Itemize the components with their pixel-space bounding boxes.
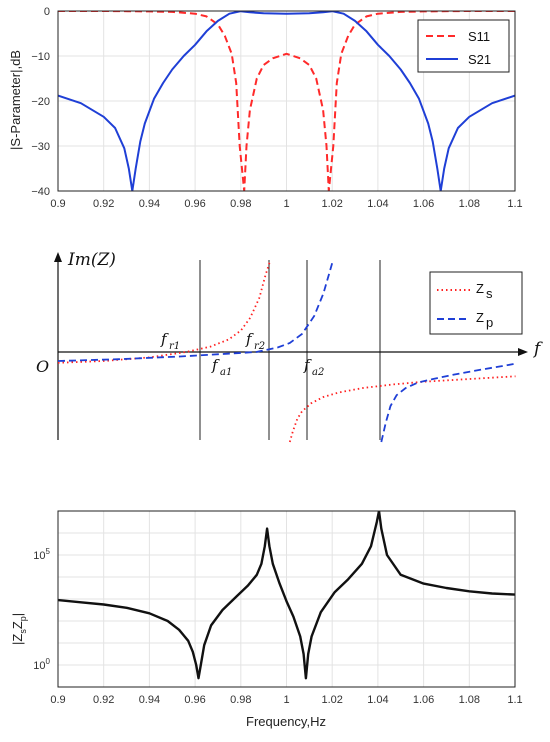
annotation-fr1: f r1	[160, 330, 180, 352]
s-parameter-y-axis-label: |S-Parameter|,dB	[8, 50, 23, 150]
annotation-fa1-base: f	[211, 356, 220, 374]
f-axis-arrow	[518, 348, 528, 356]
s-param-x-tick-4: 0.98	[230, 198, 251, 210]
zszp-chart: 0.9 0.92 0.94 0.96 0.98 1 1.02 1.04 1.06 1.08 1.1 …	[10, 510, 523, 729]
s-parameter-x-ticks: 0.9 0.92 0.94 0.96 0.98 1 1.02 1.04 1.06 1.08 1.1	[50, 198, 522, 210]
zszp-plot-frame	[57, 510, 516, 688]
annotation-fa2-base: f	[303, 356, 312, 374]
annotation-fr2-base: f	[245, 330, 254, 348]
zszp-x-tick-10: 1.1	[507, 694, 522, 706]
s-param-x-tick-6: 1.02	[321, 198, 342, 210]
zszp-ylabel-sub2: p	[18, 616, 28, 621]
impedance-sketch: Im(Z) f O f r1 f a1 f r2 f a2 Z s Z p	[36, 250, 543, 443]
zszp-x-tick-4: 0.98	[230, 694, 251, 706]
zszp-ylabel-end: |	[10, 613, 25, 616]
zszp-x-tick-0: 0.9	[50, 694, 65, 706]
zszp-x-tick-8: 1.06	[413, 694, 434, 706]
origin-label: O	[36, 357, 49, 376]
impedance-legend-box	[429, 271, 523, 335]
s-param-y-tick-0: 0	[44, 6, 50, 18]
legend-zp-label: Z	[476, 310, 484, 325]
s-param-x-tick-7: 1.04	[367, 198, 388, 210]
legend-s11-label: S11	[468, 29, 490, 44]
zszp-y-tick-0: 105	[33, 547, 50, 562]
zszp-x-ticks: 0.9 0.92 0.94 0.96 0.98 1 1.02 1.04 1.06 1.08 1.1	[50, 694, 522, 706]
zszp-x-tick-1: 0.92	[93, 694, 114, 706]
s-param-x-tick-10: 1.1	[507, 198, 522, 210]
legend-zs-sub: s	[486, 286, 493, 301]
annotation-fr2-sub: r2	[254, 341, 265, 352]
s-param-x-tick-3: 0.96	[184, 198, 205, 210]
s-param-x-tick-2: 0.94	[139, 198, 160, 210]
resonance-marker-lines	[199, 260, 381, 440]
annotation-fa2-sub: a2	[312, 367, 324, 378]
legend-s21-label: S21	[468, 52, 491, 67]
impedance-legend: Z s Z p	[429, 271, 523, 335]
impedance-series	[57, 261, 516, 443]
annotation-fa2: f a2	[303, 356, 324, 378]
s-param-x-tick-1: 0.92	[93, 198, 114, 210]
zszp-x-axis-label: Frequency,Hz	[246, 714, 326, 729]
series-s11-line	[58, 11, 515, 191]
zszp-x-tick-7: 1.04	[367, 694, 388, 706]
annotation-fa1-sub: a1	[220, 367, 232, 378]
svg-text:|ZsZp|: |ZsZp|	[10, 613, 28, 645]
series-zp-branch-0	[57, 261, 334, 362]
annotation-fr1-sub: r1	[169, 341, 180, 352]
zszp-y-ticks: 105 100	[33, 547, 50, 672]
zszp-x-tick-3: 0.96	[184, 694, 205, 706]
zszp-x-tick-6: 1.02	[321, 694, 342, 706]
s-param-y-tick-2: −20	[31, 96, 50, 108]
s-parameter-legend: S11 S21	[417, 19, 510, 73]
s-param-y-tick-3: −30	[31, 141, 50, 153]
s-parameter-plot-frame	[57, 10, 516, 192]
s-param-x-tick-9: 1.08	[459, 198, 480, 210]
legend-zp-sub: p	[486, 315, 493, 330]
s-parameter-legend-box	[417, 19, 510, 73]
im-z-axis-label: Im(Z)	[67, 250, 116, 270]
zszp-y-tick-1: 100	[33, 657, 50, 672]
legend-zs-label: Z	[476, 281, 484, 296]
zszp-x-tick-5: 1	[283, 694, 289, 706]
annotation-fa1: f a1	[211, 356, 232, 378]
s-param-y-tick-1: −10	[31, 51, 50, 63]
zszp-ylabel-main: |Z	[10, 634, 25, 645]
series-s21-line	[58, 11, 515, 191]
zszp-x-tick-9: 1.08	[459, 694, 480, 706]
series-zp-branch-1	[380, 362, 516, 443]
zszp-curve	[58, 511, 515, 680]
s-parameter-y-ticks: 0 −10 −20 −30 −40	[31, 6, 50, 198]
zszp-x-tick-2: 0.94	[139, 694, 160, 706]
annotation-fr2: f r2	[245, 330, 265, 352]
s-parameter-series	[58, 11, 515, 191]
zszp-series	[58, 511, 515, 680]
s-param-x-tick-0: 0.9	[50, 198, 65, 210]
series-zs-branch-1	[288, 375, 516, 443]
s-parameter-chart: 0.9 0.92 0.94 0.96 0.98 1 1.02 1.04 1.06 1.08 1.1 …	[8, 6, 523, 210]
zszp-y-axis-label: |ZsZp|	[10, 613, 28, 645]
zszp-ylabel-mid: Z	[10, 621, 25, 629]
s-param-x-tick-5: 1	[283, 198, 289, 210]
s-param-x-tick-8: 1.06	[413, 198, 434, 210]
annotation-fr1-base: f	[160, 330, 169, 348]
f-axis-label: f	[532, 339, 543, 359]
im-z-axis-arrow	[54, 252, 62, 262]
s-param-y-tick-4: −40	[31, 186, 50, 198]
zszp-ylabel-sub1: s	[18, 629, 28, 634]
